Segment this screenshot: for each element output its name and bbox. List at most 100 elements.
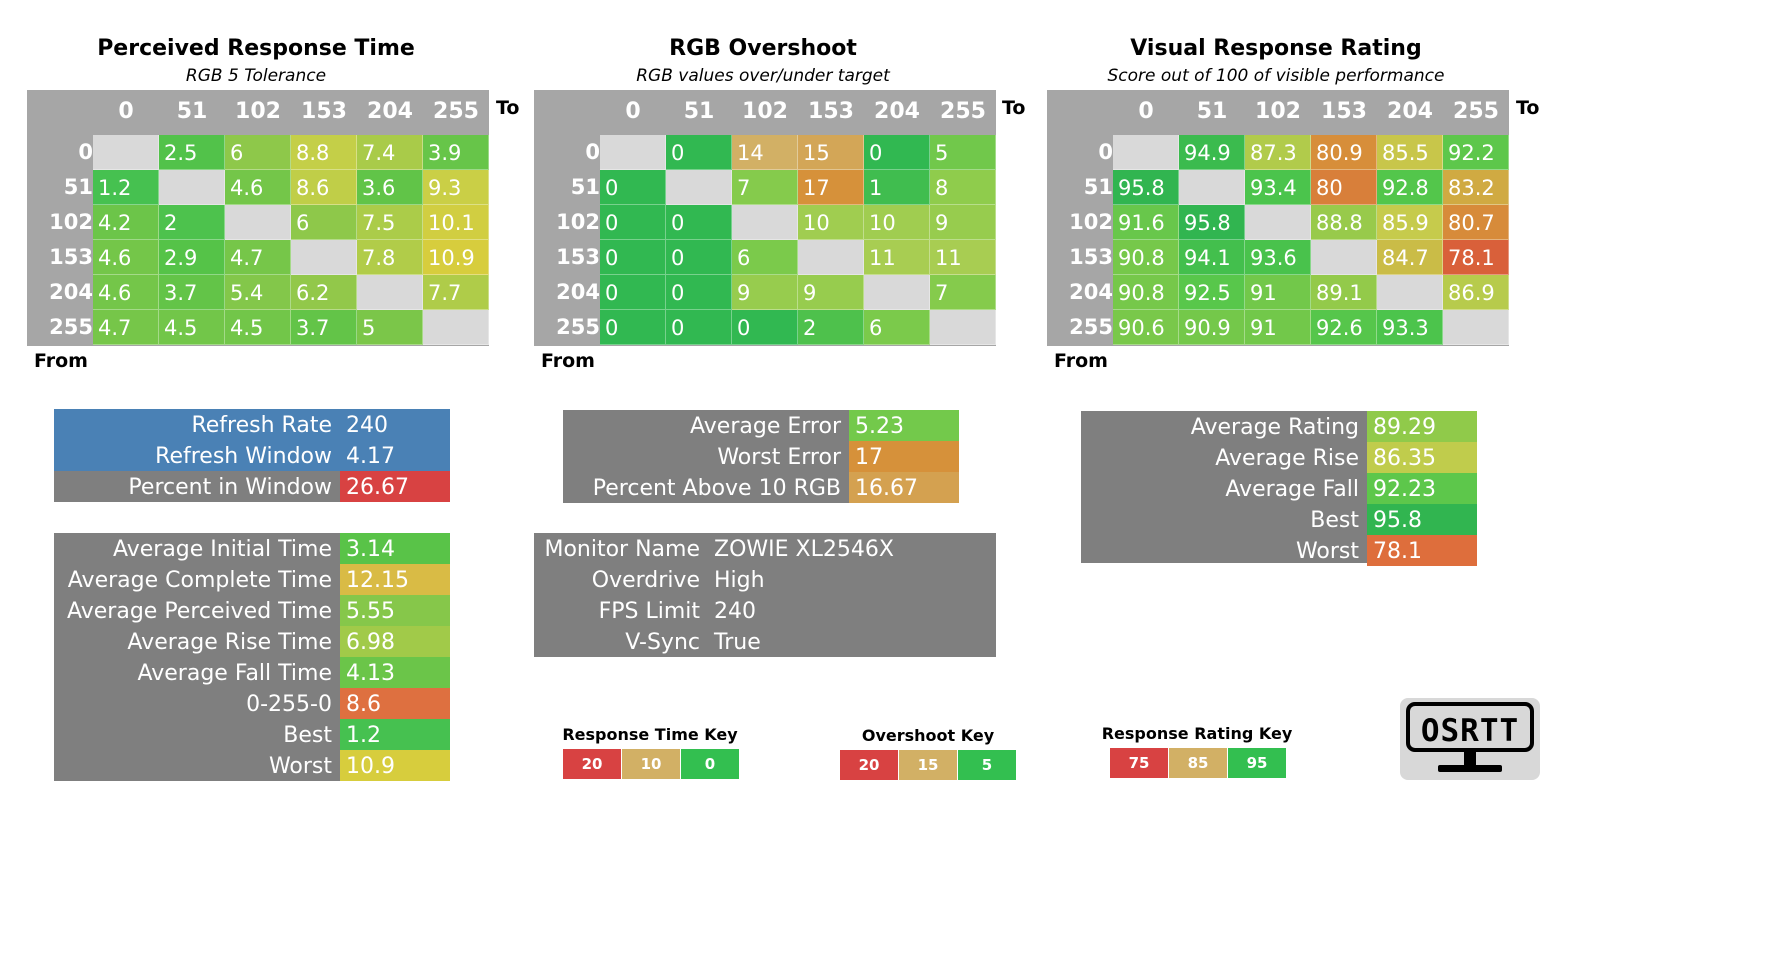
diagonal-cell (864, 275, 930, 310)
stat-value: 89.29 (1367, 411, 1477, 442)
heatmap-cell: 7.8 (357, 240, 423, 275)
to-label-rating: To (1516, 97, 1540, 119)
col-header: 102 (742, 99, 788, 124)
overshoot-key: 20 15 5 (840, 750, 1016, 780)
key-swatch: 85 (1169, 748, 1227, 778)
time-stats-box: Average Initial Time 3.14 Average Complete… (54, 533, 450, 781)
diagonal-cell (93, 135, 159, 170)
row-header: 204 (1069, 280, 1113, 304)
diagonal-cell (600, 135, 666, 170)
stat-label: Worst (268, 754, 332, 779)
row-header: 102 (556, 210, 600, 234)
heatmap-cell: 8.6 (291, 170, 357, 205)
stat-label: Average Rating (1190, 415, 1359, 440)
to-label-overshoot: To (1002, 97, 1026, 119)
heatmap-cell: 80.7 (1443, 205, 1509, 240)
heatmap-cell: 9 (732, 275, 798, 310)
heatmap-cell: 7.4 (357, 135, 423, 170)
stat-value: 5.55 (340, 595, 450, 626)
heatmap-cell: 8.8 (291, 135, 357, 170)
stat-value: 6.98 (340, 626, 450, 657)
row-header: 204 (556, 280, 600, 304)
key-swatch: 75 (1110, 748, 1168, 778)
stat-label: Percent Above 10 RGB (592, 476, 841, 501)
heatmap-cell: 2 (798, 310, 864, 345)
heatmap-cell: 0 (666, 205, 732, 240)
stat-row: Average Error 5.23 (563, 410, 959, 441)
row-header: 102 (49, 210, 93, 234)
col-header: 255 (1453, 99, 1499, 124)
heatmap-cell: 93.6 (1245, 240, 1311, 275)
error-stats-box: Average Error 5.23 Worst Error 17 Percent Ab… (563, 410, 959, 503)
col-header: 255 (940, 99, 986, 124)
stat-label: V-Sync (625, 630, 700, 655)
col-header: 102 (1255, 99, 1301, 124)
heatmap-cell: 4.6 (93, 240, 159, 275)
stat-row: V-Sync True (534, 626, 996, 657)
stat-label: Average Perceived Time (66, 599, 332, 624)
stat-row: Average Rating 89.29 (1081, 411, 1477, 442)
heatmap-cell: 86.9 (1443, 275, 1509, 310)
heatmap-cell: 10.9 (423, 240, 489, 275)
stat-label: Average Fall Time (137, 661, 332, 686)
diagonal-cell (666, 170, 732, 205)
stat-label: 0-255-0 (246, 692, 332, 717)
heatmap-cell: 90.8 (1113, 240, 1179, 275)
heatmap-cell: 9 (798, 275, 864, 310)
diagonal-cell (225, 205, 291, 240)
heatmap-cell: 0 (600, 240, 666, 275)
col-header: 51 (683, 99, 715, 124)
heatmap-cell: 10.1 (423, 205, 489, 240)
key-swatch: 20 (563, 749, 621, 779)
diagonal-cell (1245, 205, 1311, 240)
heatmap-cell: 83.2 (1443, 170, 1509, 205)
stat-row: Average Perceived Time 5.55 (54, 595, 450, 626)
heatmap-cell: 6.2 (291, 275, 357, 310)
heatmap-cell: 92.2 (1443, 135, 1509, 170)
heatmap-cell: 0 (600, 310, 666, 345)
heatmap-cell: 14 (732, 135, 798, 170)
heatmap-cell: 8 (930, 170, 996, 205)
stat-value: 16.67 (849, 472, 959, 503)
heatmap-cell: 4.7 (93, 310, 159, 345)
row-header: 0 (1098, 140, 1113, 164)
stat-value: 26.67 (340, 471, 450, 502)
heatmap-rgb-overshoot: 0 51 102 153 204 255 0 0 14 15 0 5 51 0 7 17 1 8 102 0 0 10 10… (534, 90, 996, 346)
key-swatch: 0 (681, 749, 739, 779)
stat-row: Overdrive High (534, 564, 996, 595)
col-header: 153 (1321, 99, 1367, 124)
stat-row: Worst 78.1 (1081, 535, 1477, 566)
heatmap-cell: 10 (864, 205, 930, 240)
stat-value: 240 (346, 413, 388, 438)
stat-row: Monitor Name ZOWIE XL2546X (534, 533, 996, 564)
stat-value: ZOWIE XL2546X (714, 537, 894, 562)
heatmap-cell: 3.6 (357, 170, 423, 205)
stat-label: Worst (1295, 539, 1359, 564)
heatmap-cell: 1 (864, 170, 930, 205)
stat-label: Overdrive (591, 568, 700, 593)
col-header: 153 (808, 99, 854, 124)
diagonal-cell (423, 310, 489, 345)
col-header: 204 (367, 99, 413, 124)
diagonal-cell (1443, 310, 1509, 345)
col-header: 204 (874, 99, 920, 124)
row-header: 102 (1069, 210, 1113, 234)
heatmap-cell: 94.1 (1179, 240, 1245, 275)
heatmap-cell: 4.6 (225, 170, 291, 205)
from-label-overshoot: From (541, 350, 595, 372)
heatmap-cell: 4.6 (93, 275, 159, 310)
heatmap-cell: 84.7 (1377, 240, 1443, 275)
stat-label: Percent in Window (128, 475, 332, 500)
heatmap-cell: 92.6 (1311, 310, 1377, 345)
key-swatch: 15 (899, 750, 957, 780)
heatmap-cell: 90.8 (1113, 275, 1179, 310)
chart-subtitle-rating: Score out of 100 of visible performance (1107, 66, 1445, 86)
heatmap-cell: 3.7 (291, 310, 357, 345)
stat-row: Average Complete Time 12.15 (54, 564, 450, 595)
heatmap-cell: 7.7 (423, 275, 489, 310)
stat-value: 12.15 (340, 564, 450, 595)
heatmap-cell: 88.8 (1311, 205, 1377, 240)
heatmap-cell: 1.2 (93, 170, 159, 205)
heatmap-cell: 0 (666, 310, 732, 345)
diagonal-cell (159, 170, 225, 205)
